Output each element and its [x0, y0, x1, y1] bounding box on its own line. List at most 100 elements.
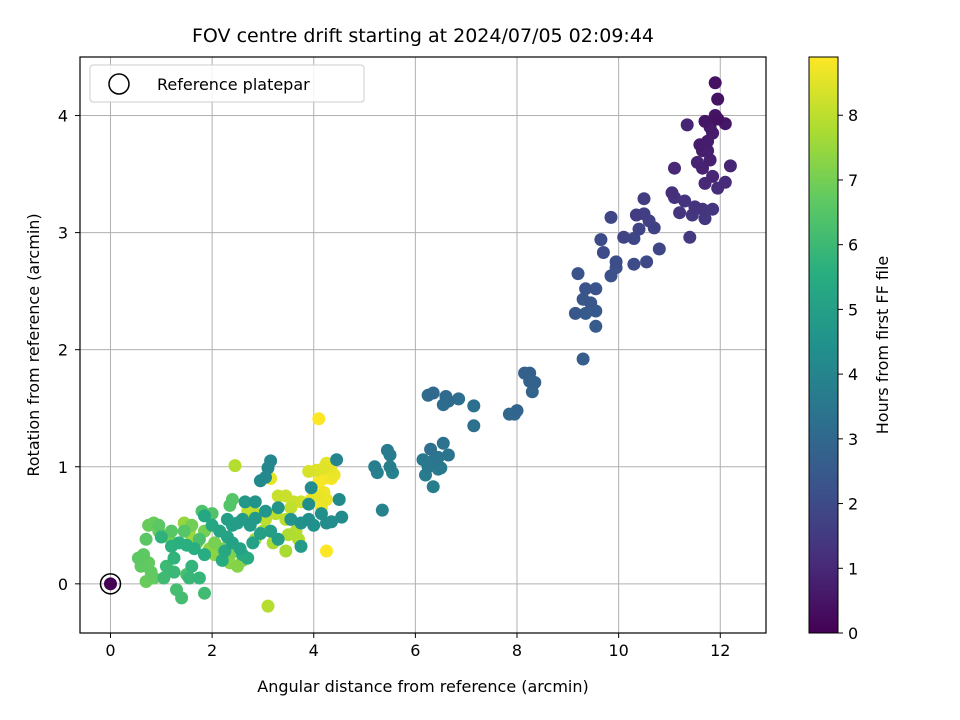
data-point — [708, 76, 722, 90]
x-axis-label: Angular distance from reference (arcmin) — [257, 677, 588, 696]
data-point — [271, 501, 285, 515]
data-point — [182, 571, 196, 585]
x-tick-label: 8 — [512, 641, 522, 660]
legend-label-reference: Reference platepar — [157, 75, 310, 94]
data-point — [467, 399, 481, 413]
data-point — [320, 544, 333, 558]
data-point — [320, 493, 333, 506]
data-point — [383, 460, 397, 474]
data-point — [711, 112, 725, 126]
data-point — [264, 454, 278, 468]
data-point — [576, 292, 590, 306]
data-point — [248, 495, 262, 509]
x-tick-label: 12 — [710, 641, 730, 660]
data-point — [627, 257, 641, 271]
data-point — [144, 565, 158, 579]
y-tick-label: 2 — [58, 341, 68, 360]
data-point — [167, 551, 181, 565]
data-point — [294, 539, 308, 553]
data-point — [131, 551, 145, 565]
data-point — [165, 524, 178, 538]
data-point — [718, 175, 732, 189]
y-tick-label: 1 — [58, 458, 68, 477]
data-point — [678, 194, 692, 208]
colorbar-ticks: 0 1 2 3 4 5 6 7 8 — [838, 106, 858, 643]
data-point — [253, 527, 267, 540]
data-point — [271, 532, 285, 546]
data-point — [579, 306, 593, 320]
data-point — [652, 242, 666, 256]
reference-point-marker — [99, 573, 122, 595]
data-point — [680, 118, 694, 132]
x-axis-ticks: 0 2 4 6 8 10 12 — [105, 633, 730, 660]
data-point — [312, 412, 326, 426]
y-tick-label: 0 — [58, 575, 68, 594]
data-point — [576, 352, 590, 366]
data-point — [284, 512, 298, 526]
data-point — [284, 501, 298, 515]
y-axis-label: Rotation from reference (arcmin) — [24, 213, 43, 476]
data-point — [332, 493, 346, 506]
colorbar-tick-label: 0 — [848, 624, 858, 643]
data-point — [248, 511, 262, 525]
data-point — [688, 200, 702, 214]
data-point — [426, 386, 440, 400]
data-point — [673, 206, 687, 220]
data-point — [175, 591, 189, 605]
data-point — [640, 255, 654, 269]
data-point — [261, 599, 275, 613]
data-point — [142, 518, 156, 532]
colorbar-tick-label: 7 — [848, 171, 858, 190]
data-point — [246, 536, 260, 550]
data-point — [259, 504, 272, 518]
data-point — [594, 233, 608, 247]
data-point — [157, 571, 171, 585]
data-points — [99, 76, 737, 613]
data-point — [629, 208, 643, 222]
data-point — [706, 202, 720, 216]
data-point — [441, 394, 455, 408]
data-point — [279, 544, 293, 558]
data-point — [238, 495, 252, 509]
reference-point-fill — [103, 577, 117, 591]
data-point — [665, 186, 679, 200]
x-tick-label: 10 — [608, 641, 628, 660]
data-point — [302, 497, 316, 511]
data-point — [596, 246, 610, 259]
data-point — [617, 230, 631, 244]
colorbar-label: Hours from first FF file — [873, 256, 892, 435]
colorbar: 0 1 2 3 4 5 6 7 8 Hours from first FF file — [808, 56, 892, 643]
plot-frame — [79, 56, 767, 634]
data-point — [187, 542, 201, 556]
data-point — [172, 536, 186, 550]
x-tick-label: 0 — [105, 641, 115, 660]
data-point — [632, 222, 646, 236]
colorbar-gradient — [808, 56, 839, 634]
data-point — [375, 503, 389, 517]
legend: Reference platepar — [89, 64, 365, 103]
data-point — [609, 255, 623, 269]
data-point — [304, 481, 318, 495]
data-point — [711, 92, 725, 106]
colorbar-tick-label: 8 — [848, 106, 858, 125]
x-tick-label: 4 — [309, 641, 319, 660]
data-point — [698, 114, 712, 128]
data-point — [198, 548, 211, 562]
data-point — [431, 450, 445, 464]
y-tick-label: 4 — [58, 107, 68, 126]
data-point — [706, 169, 720, 183]
data-point — [177, 524, 191, 538]
data-point — [426, 480, 440, 494]
data-point — [302, 464, 316, 478]
data-point — [668, 161, 681, 175]
data-point — [325, 515, 338, 529]
data-point — [208, 536, 222, 550]
data-point — [380, 443, 394, 457]
data-point — [223, 498, 237, 512]
data-point — [723, 159, 737, 173]
data-point — [152, 518, 166, 532]
y-axis-ticks: 0 1 2 3 4 — [58, 107, 80, 594]
data-point — [604, 210, 618, 224]
data-point — [139, 532, 153, 546]
